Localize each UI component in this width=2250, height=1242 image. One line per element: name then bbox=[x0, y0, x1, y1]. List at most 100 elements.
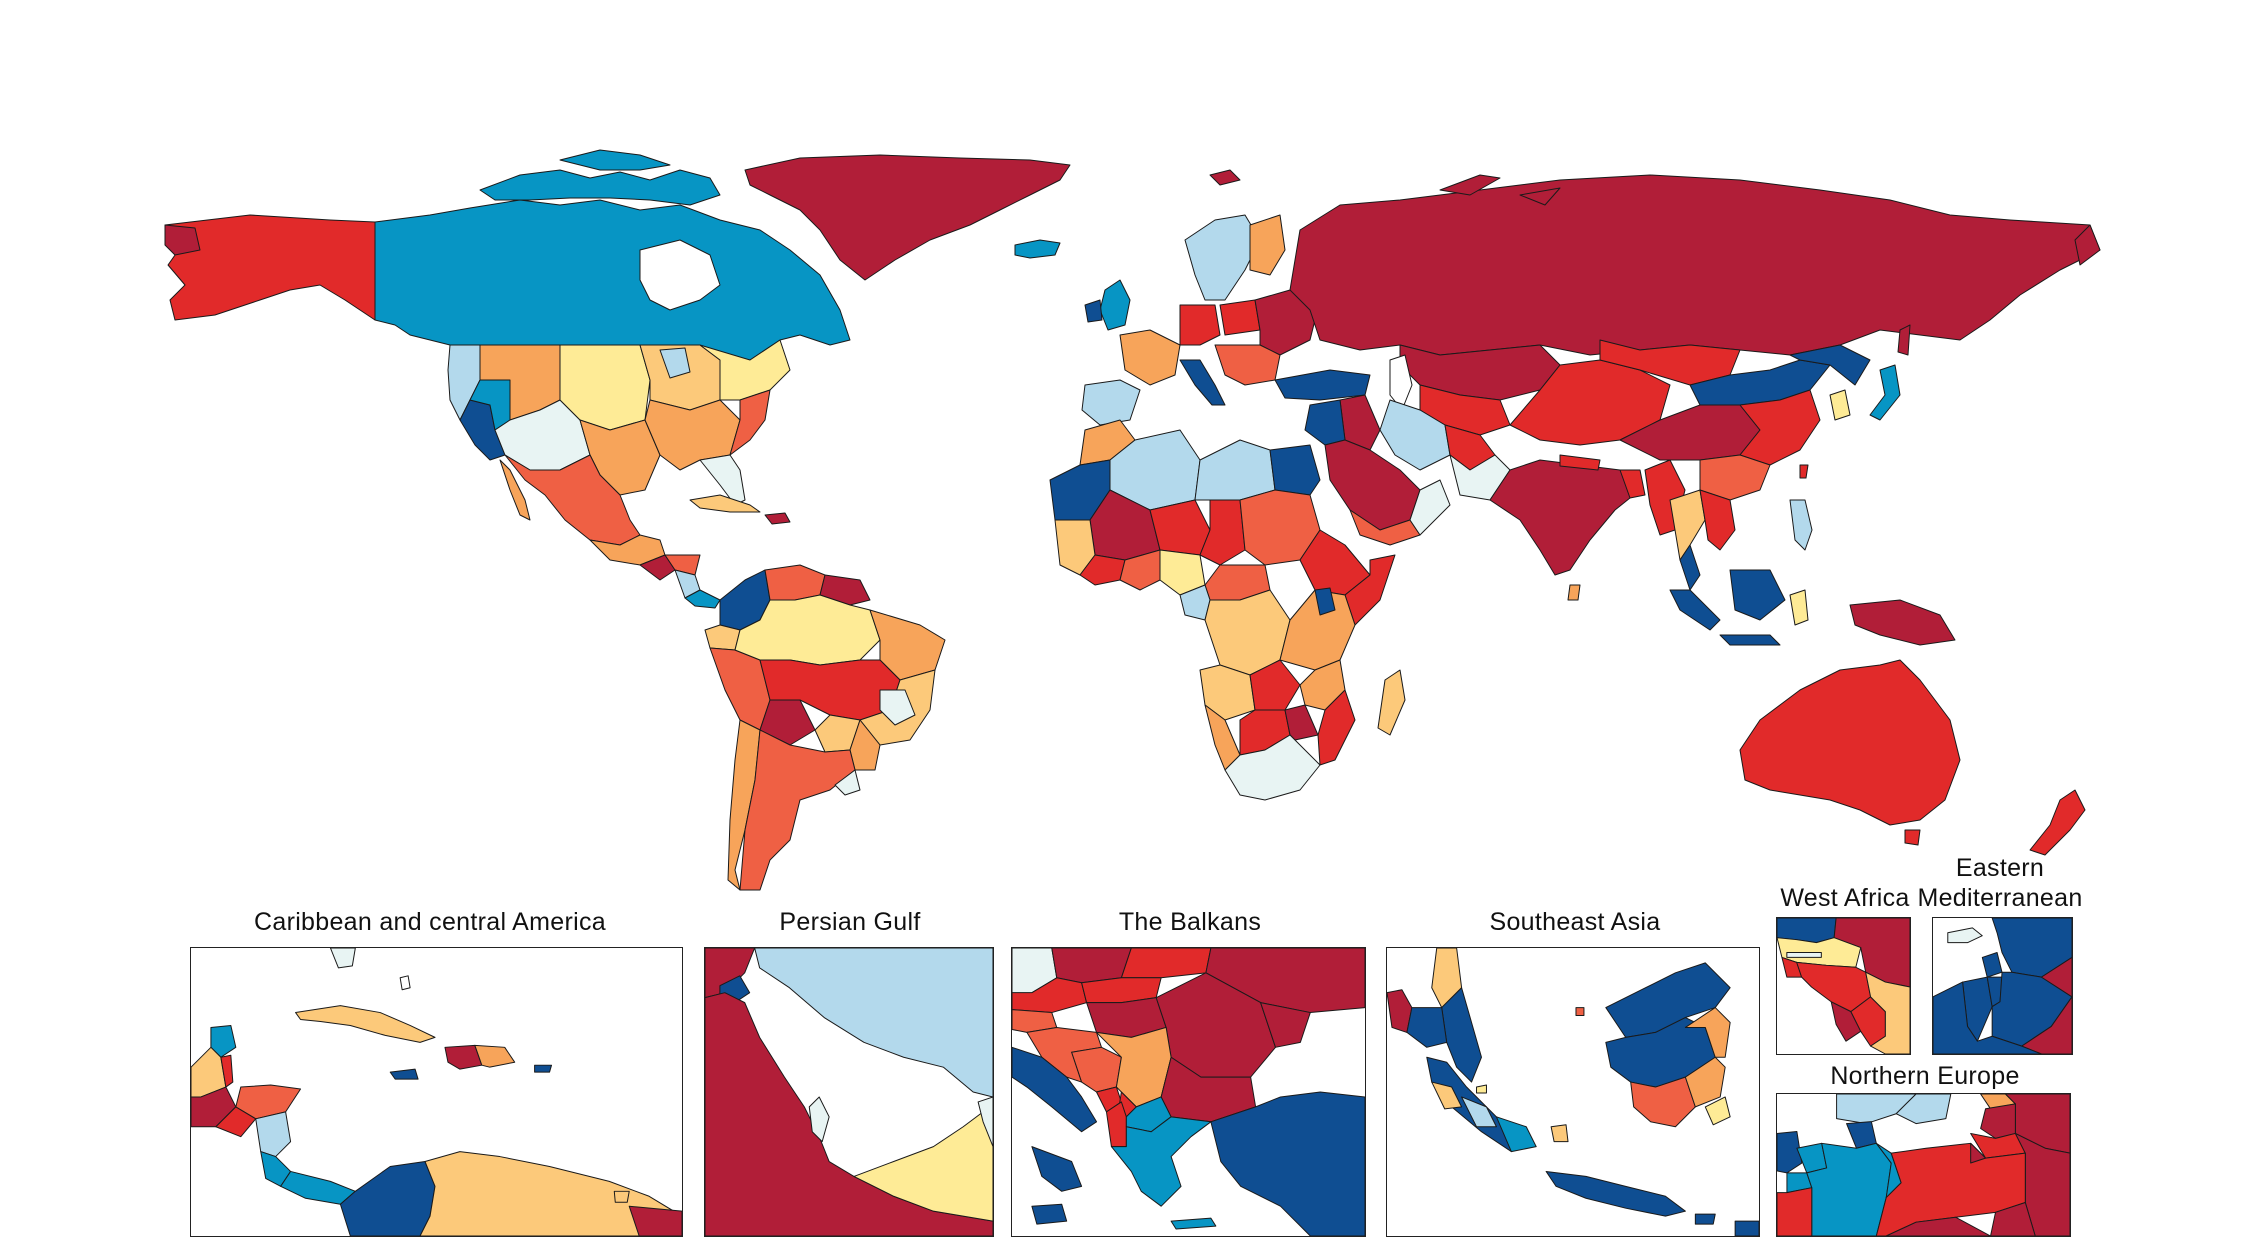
region-lebanon-em bbox=[1981, 952, 2003, 978]
region-puerto-rico-inset bbox=[534, 1064, 553, 1073]
region-italy-south-bk bbox=[1031, 1146, 1083, 1192]
region-bangka-sea bbox=[1550, 1124, 1569, 1143]
region-bangladesh bbox=[1619, 469, 1646, 499]
region-crete-bk bbox=[1170, 1217, 1217, 1230]
region-south-africa bbox=[1224, 734, 1321, 801]
region-sumatra4-sea bbox=[1495, 1116, 1537, 1153]
region-bali-sea bbox=[1694, 1213, 1716, 1225]
region-severnaya bbox=[1519, 187, 1561, 206]
region-turkey bbox=[1274, 369, 1371, 401]
region-cuba bbox=[689, 494, 761, 513]
region-nicaragua-inset bbox=[255, 1111, 292, 1158]
region-sweden-ne bbox=[1895, 1094, 1952, 1125]
region-oman-pg bbox=[977, 1096, 993, 1148]
region-uruguay bbox=[834, 769, 861, 796]
region-sulawesi-edge-sea bbox=[1734, 1220, 1759, 1236]
region-chukotka-west bbox=[164, 224, 201, 256]
region-china-east bbox=[1739, 389, 1821, 466]
region-venezuela bbox=[764, 564, 826, 601]
inset-title-persian-gulf: Persian Gulf bbox=[779, 908, 921, 936]
region-kalimantan-se-sea bbox=[1684, 1056, 1726, 1108]
region-ivory-coast-wa bbox=[1865, 971, 1910, 1054]
region-vietnam bbox=[1699, 489, 1736, 551]
region-new-guinea bbox=[1849, 599, 1956, 646]
region-libya bbox=[1194, 439, 1276, 501]
region-sulawesi bbox=[1789, 589, 1809, 626]
region-greece-bk bbox=[1110, 1116, 1212, 1207]
region-canada-arctic bbox=[479, 169, 721, 206]
region-hispaniola bbox=[764, 512, 791, 525]
region-mexico bbox=[504, 454, 641, 546]
region-moldova-bk bbox=[1260, 1002, 1311, 1048]
region-svalbard bbox=[1209, 169, 1241, 186]
region-saudi-pg bbox=[705, 992, 993, 1236]
region-balkans bbox=[1214, 344, 1281, 386]
region-singapore-sea bbox=[1476, 1084, 1487, 1094]
inset-title-southeast-asia: Southeast Asia bbox=[1489, 908, 1661, 936]
region-ecuador bbox=[704, 624, 741, 651]
region-egypt-em bbox=[1933, 981, 2042, 1054]
region-us-great-lakes bbox=[659, 347, 691, 379]
inset-northern-europe bbox=[1776, 1093, 2071, 1237]
region-turkey-bk bbox=[1210, 1091, 1365, 1236]
region-new-zealand bbox=[2029, 789, 2086, 856]
region-bosnia-bk bbox=[1071, 1046, 1122, 1093]
inset-title-eastern-med-line2: Mediterranean bbox=[1917, 884, 2083, 912]
region-kenya bbox=[1314, 587, 1336, 616]
region-italy-bk bbox=[1012, 1046, 1098, 1133]
region-haiti-inset bbox=[444, 1044, 483, 1070]
region-panama bbox=[684, 589, 721, 609]
region-poland bbox=[1219, 299, 1261, 336]
region-malaysia-pen-sea bbox=[1441, 987, 1482, 1083]
region-tasmania bbox=[1904, 829, 1921, 846]
region-nepal bbox=[1559, 454, 1601, 471]
region-lithuania-ne bbox=[1970, 1142, 1987, 1164]
region-czech-ne bbox=[1885, 1216, 1992, 1236]
region-mexico-south bbox=[589, 534, 666, 566]
region-malaysia-pen2-sea bbox=[1406, 1007, 1448, 1048]
region-qatar-pg bbox=[808, 1096, 830, 1143]
region-scandinavia bbox=[1184, 214, 1261, 301]
region-sumatra3-sea bbox=[1431, 1081, 1463, 1110]
region-iberia bbox=[1081, 379, 1141, 426]
region-malaysia-peninsula bbox=[1679, 544, 1701, 591]
region-uk-ne bbox=[1777, 1130, 1803, 1174]
inset-title-west-africa: West Africa bbox=[1780, 884, 1910, 912]
region-venezuela-inset bbox=[419, 1151, 682, 1236]
region-philippines bbox=[1789, 499, 1813, 551]
region-bahamas-inset bbox=[399, 975, 411, 991]
region-greenland bbox=[744, 154, 1071, 281]
region-iran bbox=[1379, 399, 1451, 471]
region-java bbox=[1719, 634, 1781, 646]
region-colombia-inset bbox=[339, 1161, 436, 1236]
region-niger bbox=[1149, 499, 1211, 556]
region-caspian-sea bbox=[1389, 354, 1413, 411]
region-china-west bbox=[1509, 359, 1671, 446]
region-japan bbox=[1869, 364, 1901, 421]
inset-title-balkans: The Balkans bbox=[1118, 908, 1262, 936]
region-guyanas bbox=[819, 574, 871, 606]
region-cuba-inset bbox=[295, 1005, 436, 1043]
region-korea bbox=[1829, 389, 1851, 421]
region-java-sea bbox=[1545, 1170, 1686, 1217]
region-uk bbox=[1099, 279, 1131, 331]
region-kalimantan-east-sea bbox=[1684, 1007, 1731, 1058]
inset-title-caribbean: Caribbean and central America bbox=[254, 908, 606, 936]
region-egypt bbox=[1269, 444, 1321, 496]
region-iran-pg bbox=[754, 948, 993, 1098]
region-germany bbox=[1179, 304, 1221, 346]
region-florida bbox=[699, 454, 746, 506]
region-oman bbox=[1409, 479, 1451, 536]
region-sierra-leone-wa bbox=[1830, 1001, 1862, 1042]
region-novaya-zemlya bbox=[1439, 174, 1501, 196]
region-trinidad-inset bbox=[613, 1190, 630, 1203]
inset-caribbean bbox=[190, 947, 683, 1237]
inset-title-northern-europe: Northern Europe bbox=[1830, 1062, 2020, 1090]
region-russia bbox=[1289, 174, 2101, 356]
region-sakhalin bbox=[1897, 324, 1911, 356]
inset-balkans bbox=[1011, 947, 1366, 1237]
region-kalimantan-south-sea bbox=[1630, 1076, 1696, 1128]
region-estonia-ne bbox=[1980, 1103, 2016, 1139]
